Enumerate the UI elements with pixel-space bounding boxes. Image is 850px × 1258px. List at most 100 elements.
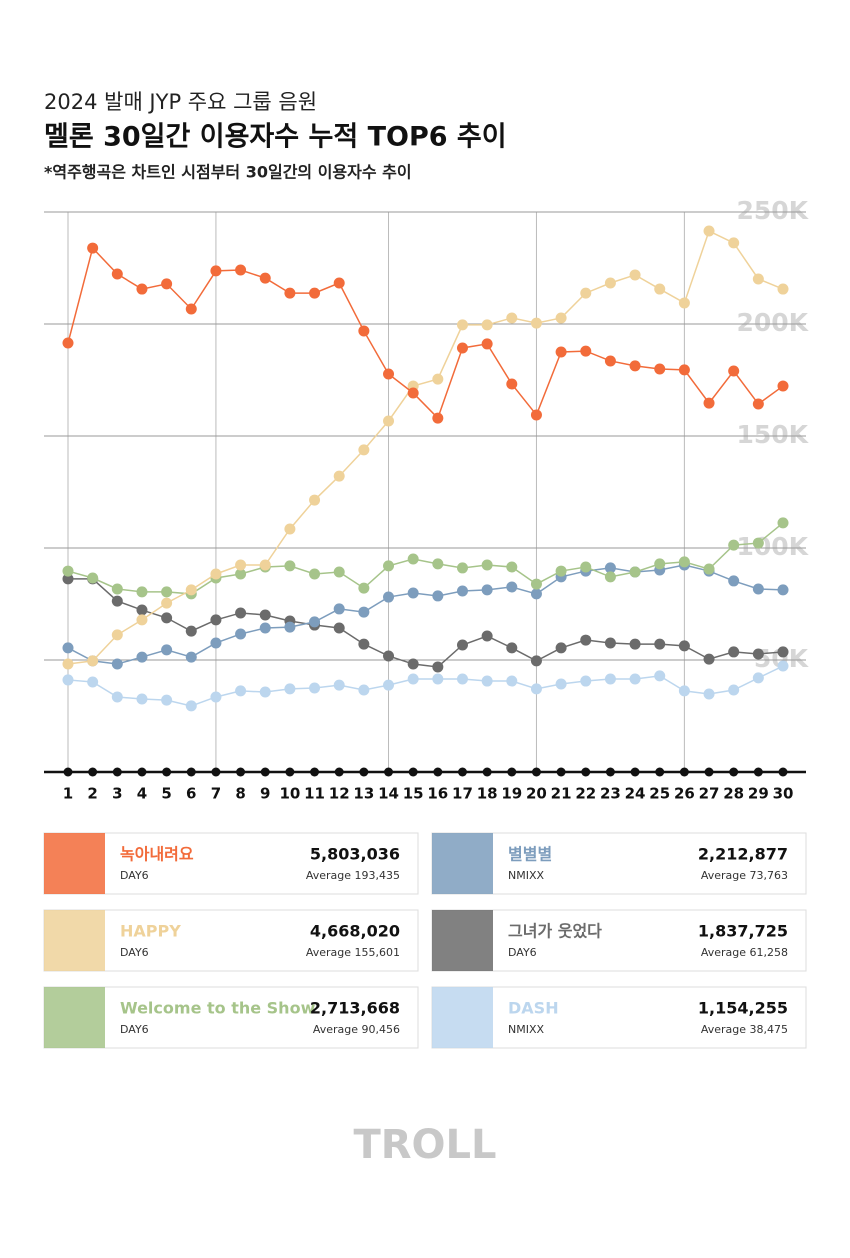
average-count: Average 155,601 (306, 946, 400, 959)
point (210, 614, 222, 626)
point (678, 640, 690, 652)
x-tick-label: 10 (279, 785, 300, 803)
x-tick-label: 21 (551, 785, 572, 803)
point (654, 638, 666, 650)
point (161, 278, 173, 290)
point (87, 655, 99, 667)
song-name: 별별별 (508, 845, 552, 864)
point (728, 646, 740, 658)
x-tick (408, 767, 418, 777)
point (604, 355, 616, 367)
point (358, 582, 370, 594)
point (629, 638, 641, 650)
point (481, 675, 493, 687)
point (777, 517, 789, 529)
point (161, 597, 173, 609)
legend-card: Welcome to the Show DAY6 2,713,668 Average … (43, 986, 419, 1049)
legend-card: 그녀가 웃었다 DAY6 1,837,725 Average 61,258 (431, 909, 807, 972)
average-count: Average 193,435 (306, 869, 400, 882)
x-tick (457, 767, 467, 777)
point (752, 273, 764, 285)
artist-name: NMIXX (508, 869, 544, 882)
point (752, 672, 764, 684)
total-count: 1,837,725 (698, 922, 788, 941)
x-tick (63, 767, 73, 777)
point (654, 363, 666, 375)
x-tick (310, 767, 320, 777)
x-tick (433, 767, 443, 777)
point (654, 558, 666, 570)
x-tick (778, 767, 788, 777)
x-tick-label: 4 (137, 785, 147, 803)
song-name: 그녀가 웃었다 (508, 922, 602, 941)
point (62, 337, 74, 349)
point (481, 559, 493, 571)
point (111, 658, 123, 670)
point (210, 637, 222, 649)
chart-title: 멜론 30일간 이용자수 누적 TOP6 추이 (44, 122, 507, 153)
point (506, 561, 518, 573)
point (284, 523, 296, 535)
x-tick (285, 767, 295, 777)
artist-name: NMIXX (508, 1023, 544, 1036)
point (210, 691, 222, 703)
song-name: DASH (508, 999, 559, 1018)
x-tick-label: 15 (403, 785, 424, 803)
artist-name: DAY6 (508, 946, 537, 959)
x-tick-label: 2 (87, 785, 97, 803)
point (161, 612, 173, 624)
point (703, 653, 715, 665)
point (432, 673, 444, 685)
card-bg (43, 832, 419, 895)
x-tick (112, 767, 122, 777)
point (284, 621, 296, 633)
point (333, 277, 345, 289)
point (333, 566, 345, 578)
x-tick (753, 767, 763, 777)
point (407, 387, 419, 399)
point (456, 562, 468, 574)
point (333, 622, 345, 634)
card-bg (43, 986, 419, 1049)
x-tick-label: 25 (649, 785, 670, 803)
point (604, 277, 616, 289)
point (728, 684, 740, 696)
y-tick-label: 200K (736, 308, 809, 337)
legend-card: DASH NMIXX 1,154,255 Average 38,475 (431, 986, 807, 1049)
point (87, 676, 99, 688)
y-tick-label: 250K (736, 196, 809, 225)
x-tick-label: 24 (625, 785, 646, 803)
point (629, 566, 641, 578)
point (62, 565, 74, 577)
logo: TROLL (353, 1122, 496, 1168)
point (87, 242, 99, 254)
point (284, 287, 296, 299)
point (235, 607, 247, 619)
x-tick-label: 19 (501, 785, 522, 803)
card-bg (431, 909, 807, 972)
x-tick-label: 28 (723, 785, 744, 803)
point (309, 568, 321, 580)
point (383, 415, 395, 427)
point (703, 563, 715, 575)
x-tick-label: 8 (235, 785, 245, 803)
point (604, 562, 616, 574)
average-count: Average 38,475 (701, 1023, 788, 1036)
artist-name: DAY6 (120, 869, 149, 882)
point (210, 265, 222, 277)
point (530, 409, 542, 421)
point (728, 365, 740, 377)
point (161, 586, 173, 598)
album-cover (432, 987, 493, 1048)
point (456, 342, 468, 354)
point (432, 558, 444, 570)
point (481, 630, 493, 642)
point (777, 283, 789, 295)
point (62, 573, 74, 585)
point (678, 297, 690, 309)
artist-name: DAY6 (120, 946, 149, 959)
point (111, 595, 123, 607)
point (555, 312, 567, 324)
total-count: 1,154,255 (698, 999, 788, 1018)
